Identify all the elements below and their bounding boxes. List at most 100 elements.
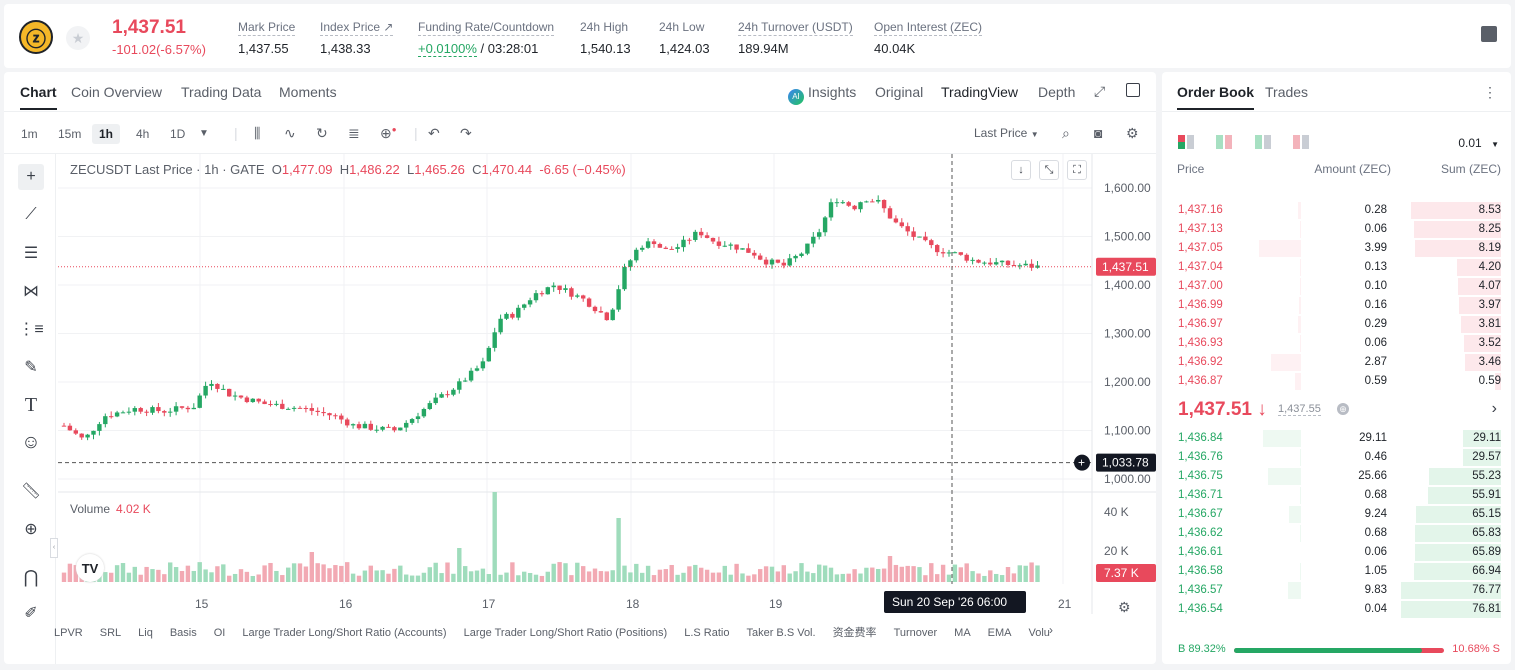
tradingview-logo-icon[interactable]: TV (76, 554, 104, 582)
ask-row[interactable]: 1,436.87 0.59 0.59 (1162, 372, 1511, 391)
ask-row[interactable]: 1,436.99 0.16 3.97 (1162, 296, 1511, 315)
view-original[interactable]: Original (875, 84, 924, 100)
zoom-in-icon[interactable]: ⊕ (24, 521, 38, 538)
funding-rate-value[interactable]: +0.0100% (418, 41, 477, 57)
indicator-3[interactable]: Basis (169, 627, 197, 639)
crosshair-icon[interactable]: + (18, 164, 44, 190)
mid-price[interactable]: 1,437.51 ↓ (1178, 399, 1267, 420)
view-tradingview[interactable]: TradingView (941, 84, 1019, 100)
ask-row[interactable]: 1,437.00 0.10 4.07 (1162, 277, 1511, 296)
settings-gear-icon[interactable]: ⚙ (1126, 125, 1139, 141)
indicators-icon[interactable]: ∿ (284, 125, 296, 141)
ask-row[interactable]: 1,437.04 0.13 4.20 (1162, 258, 1511, 277)
stat-open-interest[interactable]: Open Interest (ZEC) 40.04K (874, 20, 983, 56)
candle-type-icon[interactable]: ⫼ (254, 125, 261, 141)
bid-row[interactable]: 1,436.57 9.83 76.77 (1162, 581, 1511, 600)
ruler-icon[interactable]: 📏︎ (20, 483, 42, 500)
view-asks-icon[interactable] (1293, 135, 1310, 149)
undo-icon[interactable]: ↶ (428, 125, 440, 141)
emoji-icon[interactable]: ☺ (21, 432, 41, 453)
add-alert-icon[interactable]: ⊕● (380, 125, 397, 141)
tab-chart[interactable]: Chart (20, 84, 57, 110)
ask-row[interactable]: 1,437.16 0.28 8.53 (1162, 201, 1511, 220)
bid-row[interactable]: 1,436.58 1.05 66.94 (1162, 562, 1511, 581)
window-icon[interactable] (1126, 83, 1140, 97)
indicator-12[interactable]: EMA (987, 627, 1012, 639)
stat-funding-rate[interactable]: Funding Rate/Countdown +0.0100% / 03:28:… (418, 20, 555, 57)
stat-mark-price[interactable]: Mark Price 1,437.55 (238, 20, 296, 56)
guide-book-icon[interactable] (1481, 26, 1497, 42)
indicator-11[interactable]: MA (954, 627, 971, 639)
indicator-13[interactable]: Volu (1028, 627, 1050, 639)
price-chart[interactable]: 1,600.00 1,500.00 1,400.00 1,300.00 1,200.00… (58, 154, 1156, 614)
bid-row[interactable]: 1,436.76 0.46 29.57 (1162, 448, 1511, 467)
chevron-right-icon[interactable]: › (1049, 623, 1053, 637)
magnet-icon[interactable]: ⋂ (23, 566, 39, 587)
timeframe-1m[interactable]: 1m (21, 127, 38, 141)
view-depth[interactable]: Depth (1038, 84, 1076, 100)
timeframe-1h[interactable]: 1h (92, 124, 121, 144)
brush-icon[interactable]: ✎ (24, 359, 38, 376)
bid-row[interactable]: 1,436.75 25.66 55.23 (1162, 467, 1511, 486)
indicator-1[interactable]: SRL (99, 627, 122, 639)
tab-trades[interactable]: Trades (1265, 84, 1309, 100)
bid-row[interactable]: 1,436.62 0.68 65.83 (1162, 524, 1511, 543)
templates-icon[interactable]: ≣ (348, 125, 360, 141)
chevron-right-icon[interactable]: › (1491, 400, 1497, 417)
collapse-icon[interactable]: ⤡ (1039, 160, 1059, 180)
info-icon[interactable]: ⊕ (1337, 403, 1349, 415)
tab-coin-overview[interactable]: Coin Overview (71, 84, 163, 100)
ask-row[interactable]: 1,436.93 0.06 3.52 (1162, 334, 1511, 353)
indicator-5[interactable]: Large Trader Long/Short Ratio (Accounts) (242, 627, 447, 639)
tab-trading-data[interactable]: Trading Data (181, 84, 262, 100)
indicator-10[interactable]: Turnover (893, 627, 938, 639)
indicator-7[interactable]: L.S Ratio (684, 627, 730, 639)
replay-icon[interactable]: ↻ (316, 125, 328, 141)
bid-row[interactable]: 1,436.84 29.11 29.11 (1162, 429, 1511, 448)
view-bids-icon[interactable] (1254, 135, 1271, 149)
pattern-icon[interactable]: ⋈ (23, 283, 39, 300)
view-asks-bids-icon[interactable] (1216, 135, 1233, 149)
ask-row[interactable]: 1,436.97 0.29 3.81 (1162, 315, 1511, 334)
stat-24h-turnover[interactable]: 24h Turnover (USDT) 189.94M (738, 20, 853, 56)
indicator-8[interactable]: Taker B.S Vol. (746, 627, 816, 639)
price-type-select[interactable]: Last Price ▼ (974, 126, 1039, 140)
timeframe-dropdown-icon[interactable]: ▼ (199, 128, 209, 139)
view-both-icon[interactable] (1178, 135, 1194, 149)
bid-row[interactable]: 1,436.67 9.24 65.15 (1162, 505, 1511, 524)
search-icon[interactable]: ⌕ (1062, 125, 1070, 141)
bid-row[interactable]: 1,436.71 0.68 55.91 (1162, 486, 1511, 505)
tab-order-book[interactable]: Order Book (1177, 84, 1255, 110)
favorite-star-icon[interactable]: ★ (66, 26, 90, 50)
indicator-2[interactable]: Liq (138, 627, 153, 639)
trendline-icon[interactable]: ⟋ (25, 206, 37, 223)
view-insights[interactable]: AI Insights (788, 84, 856, 105)
indicator-6[interactable]: Large Trader Long/Short Ratio (Positions… (463, 627, 668, 639)
precision-select[interactable]: 0.01 ▼ (1458, 136, 1499, 150)
lock-draw-icon[interactable]: ✐ (24, 605, 38, 622)
expand-icon[interactable]: ⤢ (1094, 83, 1106, 99)
horizontal-lines-icon[interactable]: ☰ (23, 245, 39, 262)
scroll-down-icon[interactable]: ↓ (1011, 160, 1031, 180)
bid-row[interactable]: 1,436.54 0.04 76.81 (1162, 600, 1511, 619)
timeframe-4h[interactable]: 4h (136, 127, 150, 141)
bid-row[interactable]: 1,436.61 0.06 65.89 (1162, 543, 1511, 562)
timeframe-1d[interactable]: 1D (170, 127, 186, 141)
chart-settings-icon[interactable]: ⚙ (1118, 599, 1131, 615)
indicator-4[interactable]: OI (213, 627, 226, 639)
redo-icon[interactable]: ↷ (460, 125, 472, 141)
stat-index-price[interactable]: Index Price ↗ 1,438.33 (320, 20, 394, 56)
ask-row[interactable]: 1,437.05 3.99 8.19 (1162, 239, 1511, 258)
fib-icon[interactable]: ⋮≡ (18, 321, 44, 338)
indicator-0[interactable]: LPVR (54, 627, 83, 639)
more-options-icon[interactable]: ⋮ (1483, 84, 1497, 100)
indicator-9[interactable]: 资金费率 (832, 627, 877, 639)
ask-row[interactable]: 1,437.13 0.06 8.25 (1162, 220, 1511, 239)
fullscreen-icon[interactable]: ⛶ (1067, 160, 1087, 180)
collapse-toolbar-icon[interactable]: ‹ (50, 538, 58, 558)
tab-moments[interactable]: Moments (279, 84, 337, 100)
ask-row[interactable]: 1,436.92 2.87 3.46 (1162, 353, 1511, 372)
timeframe-15m[interactable]: 15m (58, 127, 82, 141)
text-tool-icon[interactable]: T (24, 393, 38, 416)
camera-icon[interactable]: ◙ (1094, 125, 1103, 141)
